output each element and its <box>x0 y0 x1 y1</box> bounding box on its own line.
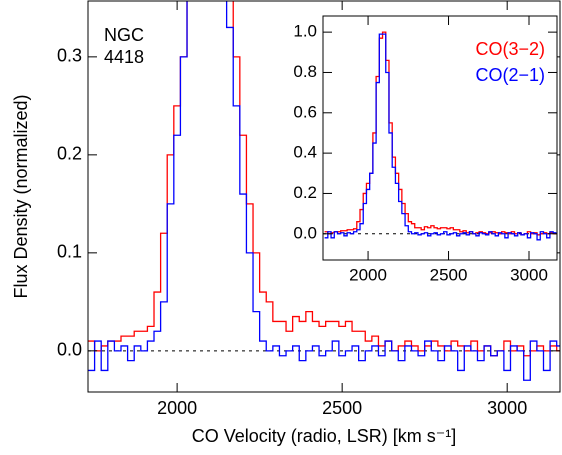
x-tick-label: 3000 <box>510 266 548 285</box>
annotation: NGC <box>104 25 144 45</box>
x-tick-label: 2500 <box>430 266 468 285</box>
x-tick-label: 2000 <box>349 266 387 285</box>
legend-entry: CO(3−2) <box>475 39 545 59</box>
y-tick-label: 0.4 <box>293 143 317 162</box>
y-tick-label: 0.6 <box>293 102 317 121</box>
x-axis-label: CO Velocity (radio, LSR) [km s⁻¹] <box>192 426 457 446</box>
plot-area: 2000 2500 3000 0.0 0.2 0.4 0.6 0.8 1.0 CO(3−2) CO(… <box>293 15 558 285</box>
y-tick-label: 0.1 <box>57 242 82 262</box>
y-tick-label: 0.2 <box>293 183 317 202</box>
y-tick-label: 0.0 <box>293 223 317 242</box>
spectrum-line <box>324 33 557 241</box>
x-tick-label: 2500 <box>322 398 362 418</box>
inset-background <box>323 16 557 260</box>
x-tick-label: 3000 <box>487 398 527 418</box>
spectrum-line <box>88 1 560 381</box>
y-tick-label: 0.2 <box>57 144 82 164</box>
y-tick-label: 0.3 <box>57 46 82 66</box>
y-tick-label: 0.0 <box>57 340 82 360</box>
x-tick-label: 2000 <box>157 398 197 418</box>
axes-frame <box>87 0 561 393</box>
legend-entry: CO(2−1) <box>475 65 545 85</box>
y-axis-label: Flux Density (normalized) <box>11 94 31 298</box>
y-tick-label: 0.8 <box>293 62 317 81</box>
plot-area: 2000 2500 3000 0.0 0.1 0.2 0.3 CO Velocity (rad… <box>11 0 561 446</box>
axes-frame <box>322 15 558 261</box>
y-tick-label: 1.0 <box>293 22 317 41</box>
annotation: 4418 <box>104 47 144 67</box>
